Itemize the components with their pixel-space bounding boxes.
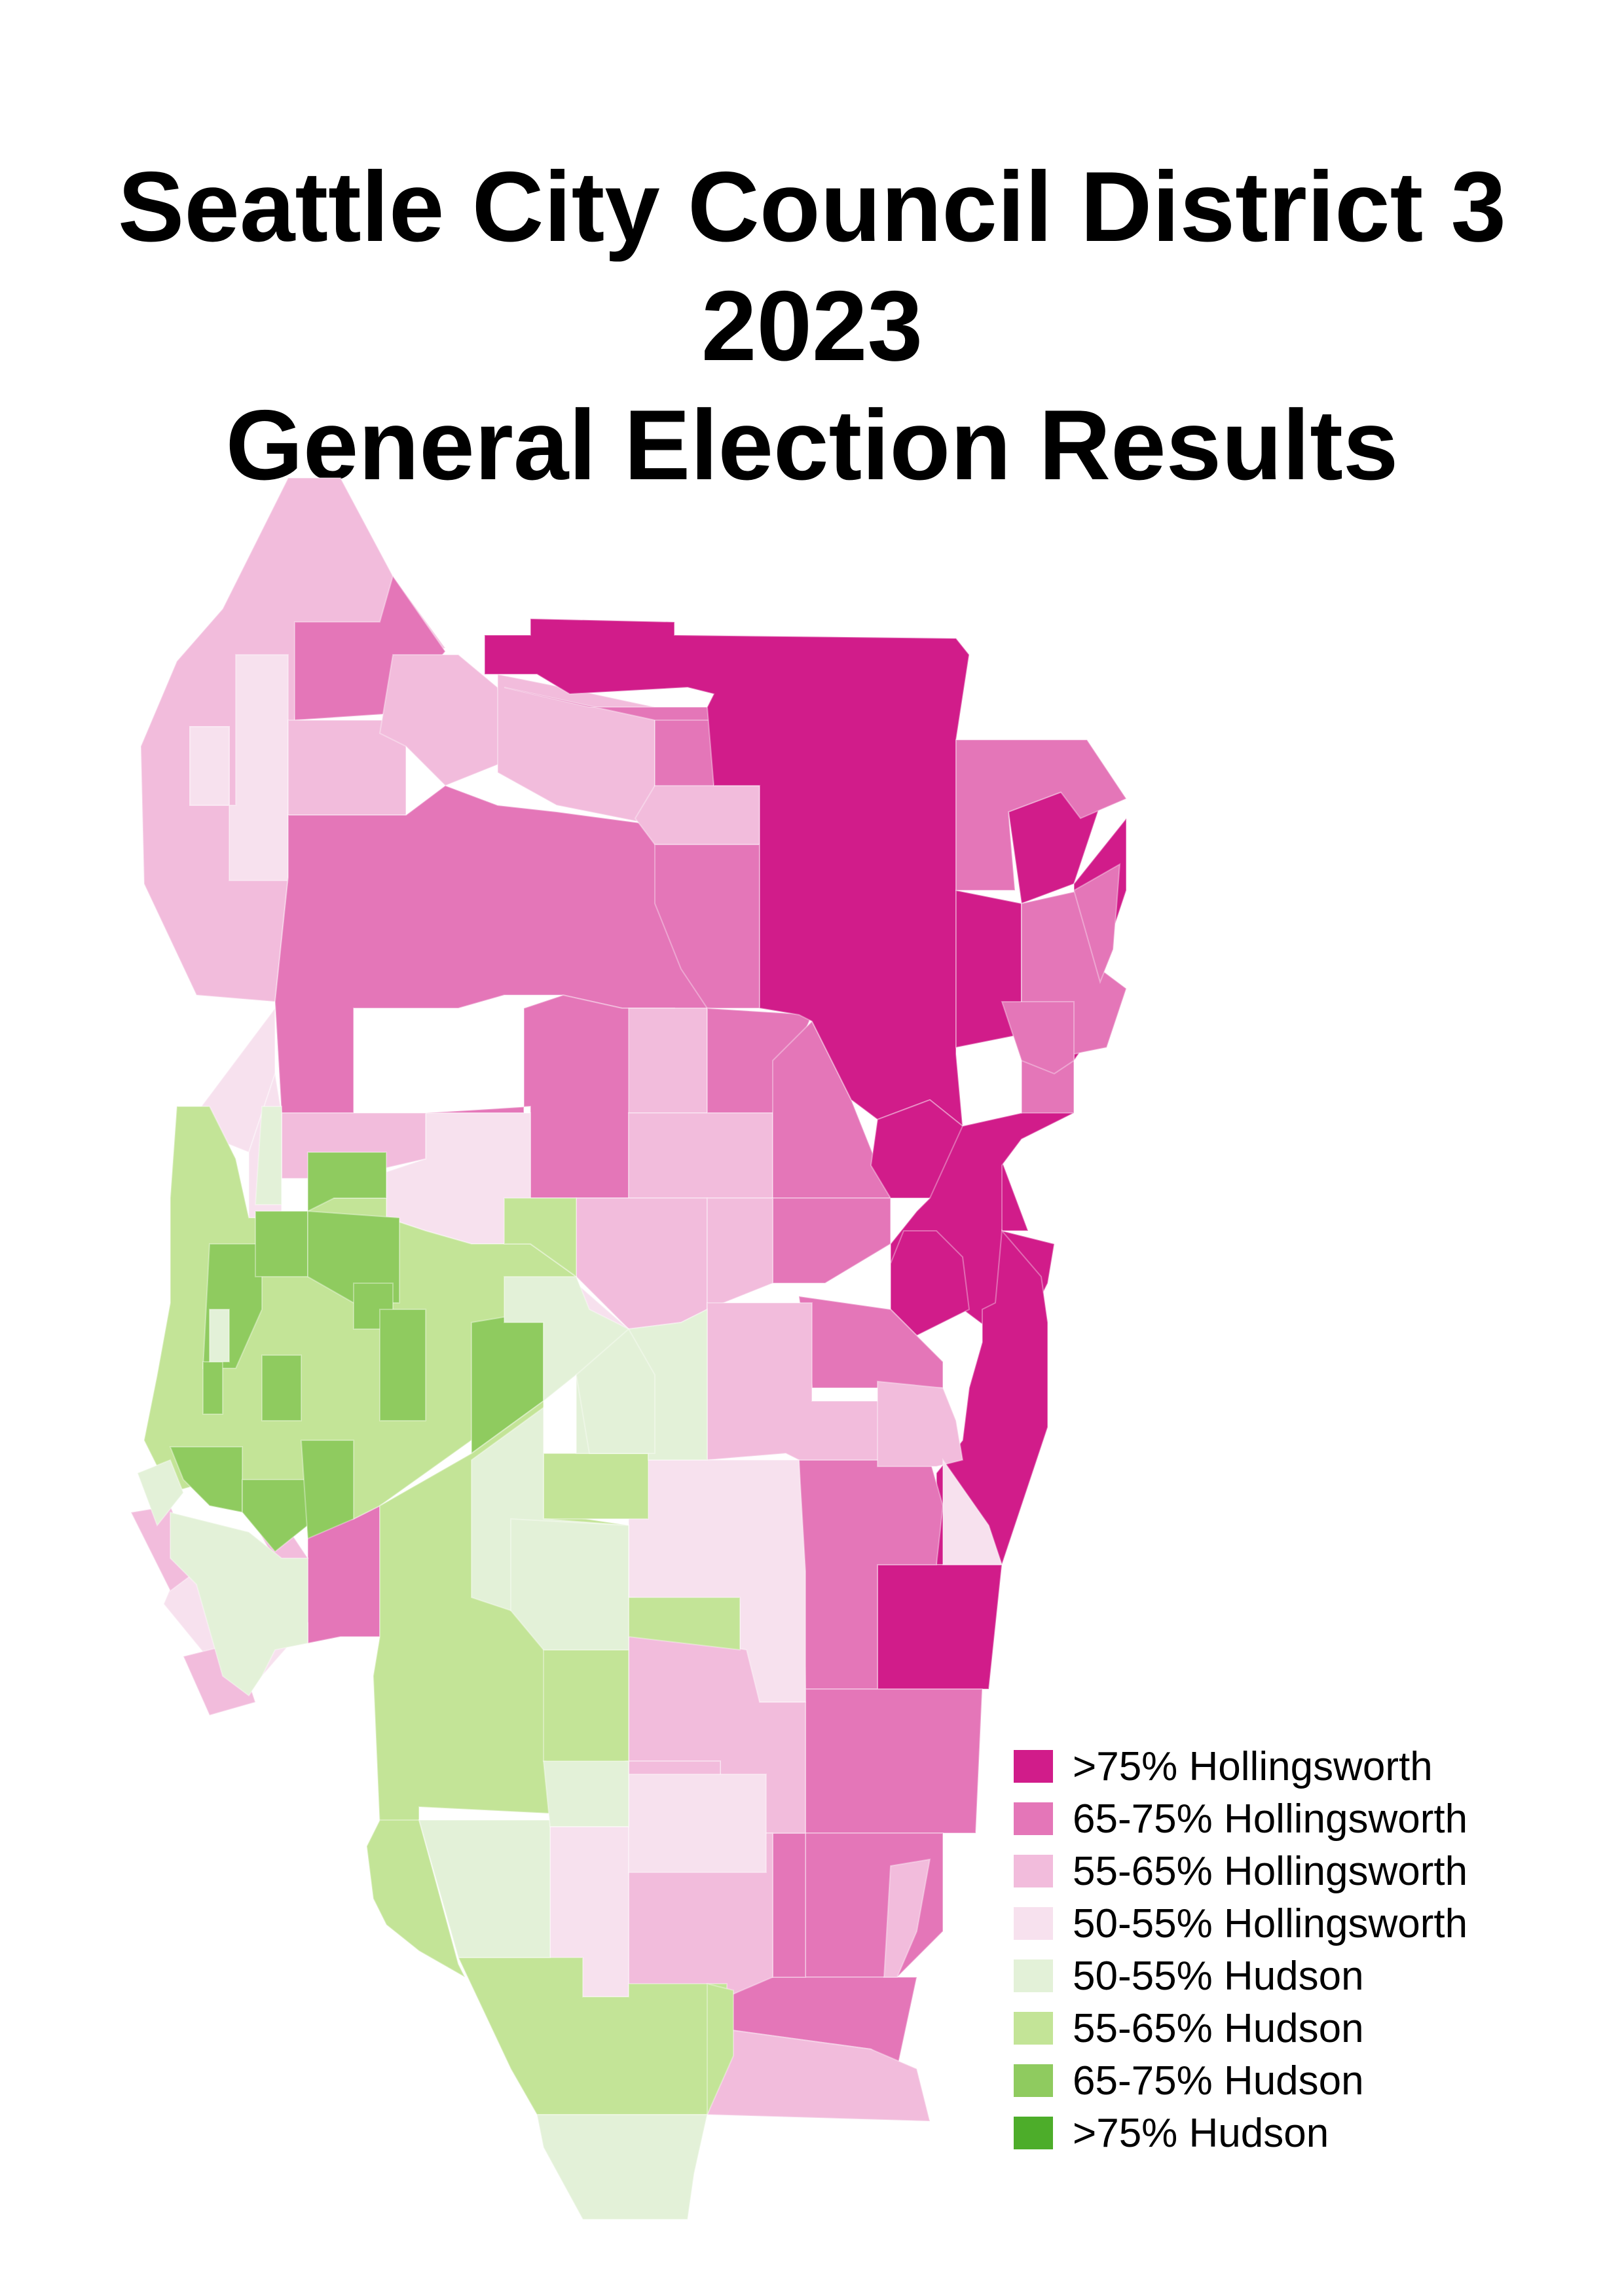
precinct — [707, 1982, 734, 2115]
precinct — [504, 1197, 577, 1278]
precinct — [1073, 863, 1121, 985]
precinct — [634, 785, 760, 845]
precinct — [955, 739, 1128, 891]
precinct — [378, 654, 512, 787]
legend-swatch — [1014, 1959, 1053, 1992]
legend-swatch — [1014, 2117, 1053, 2149]
legend-label: 65-75% Hudson — [1073, 2058, 1364, 2104]
precinct — [542, 1760, 629, 1827]
precinct — [805, 1832, 944, 1978]
precinct — [136, 1459, 185, 1527]
map-title-line-2: General Election Results — [225, 390, 1399, 501]
legend-label: 50-55% Hollingsworth — [1073, 1901, 1468, 1946]
legend-label: >75% Hollingsworth — [1073, 1743, 1433, 1789]
legend-swatch — [1014, 1907, 1053, 1940]
precinct — [936, 1229, 1048, 1565]
precinct — [209, 1309, 230, 1362]
legend-swatch — [1014, 1750, 1053, 1783]
legend-label: 50-55% Hudson — [1073, 1953, 1364, 1999]
precinct — [942, 1457, 1003, 1565]
precinct — [189, 726, 230, 806]
legend-label: 55-65% Hudson — [1073, 2005, 1364, 2051]
legend-label: 55-65% Hollingsworth — [1073, 1848, 1468, 1894]
precinct — [418, 1819, 551, 1958]
precinct — [536, 2114, 709, 2220]
precinct — [170, 1511, 308, 1697]
legend-item: 65-75% Hollingsworth — [1014, 1793, 1467, 1845]
precinct — [628, 1008, 708, 1114]
precinct — [484, 617, 970, 1128]
precinct — [707, 1197, 773, 1311]
legend-item: 55-65% Hudson — [1014, 2002, 1467, 2054]
precinct — [575, 1328, 655, 1454]
legend-item: >75% Hudson — [1014, 2107, 1467, 2159]
precinct — [307, 1152, 387, 1212]
precinct — [457, 1957, 728, 2115]
precinct — [628, 1774, 767, 1873]
precinct — [255, 1211, 308, 1277]
precinct — [628, 1112, 773, 1199]
precinct — [772, 1197, 891, 1284]
legend-swatch — [1014, 1855, 1053, 1887]
precinct — [877, 1380, 964, 1467]
legend: >75% Hollingsworth 65-75% Hollingsworth … — [1014, 1740, 1467, 2159]
legend-swatch — [1014, 2012, 1053, 2045]
precinct — [543, 1649, 629, 1769]
precinct — [890, 1230, 970, 1337]
legend-item: >75% Hollingsworth — [1014, 1740, 1467, 1793]
precinct — [543, 1453, 649, 1520]
precinct — [883, 1858, 931, 1978]
legend-item: 50-55% Hollingsworth — [1014, 1897, 1467, 1950]
legend-item: 55-65% Hollingsworth — [1014, 1845, 1467, 1897]
precinct — [202, 1361, 223, 1415]
legend-item: 65-75% Hudson — [1014, 2054, 1467, 2107]
map-title: Seattle City Council District 3 2023 Gen… — [0, 147, 1624, 505]
precinct — [379, 1309, 426, 1421]
precinct — [169, 1446, 243, 1514]
legend-swatch — [1014, 1802, 1053, 1835]
precinct — [254, 1106, 282, 1205]
map-title-line-1: Seattle City Council District 3 2023 — [117, 151, 1507, 382]
precinct — [510, 1518, 629, 1650]
precinct — [805, 1688, 984, 1834]
legend-label: >75% Hudson — [1073, 2110, 1329, 2156]
precinct — [242, 1479, 308, 1553]
legend-swatch — [1014, 2064, 1053, 2097]
legend-label: 65-75% Hollingsworth — [1073, 1796, 1468, 1842]
precinct — [772, 1832, 806, 1978]
precinct — [365, 1819, 467, 1979]
precinct — [497, 673, 655, 826]
precinct — [877, 1564, 1003, 1690]
precinct — [261, 1355, 302, 1421]
precinct — [300, 1440, 354, 1540]
legend-item: 50-55% Hudson — [1014, 1950, 1467, 2002]
precinct — [1001, 1001, 1075, 1075]
